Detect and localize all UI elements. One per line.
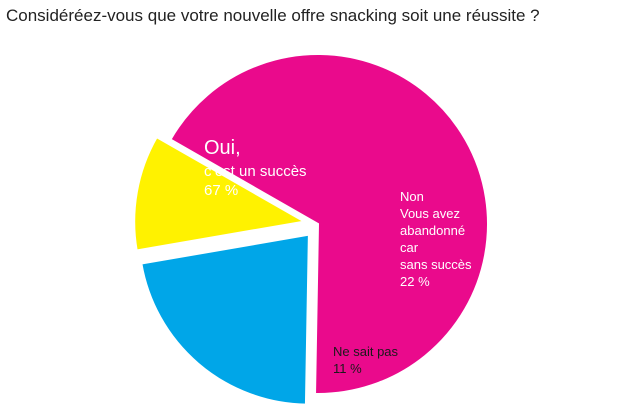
slice-label-line: c’est un succès bbox=[204, 163, 307, 180]
pie-slice-1 bbox=[169, 53, 489, 395]
pie-slice-3 bbox=[133, 135, 308, 252]
slice-label-line: 22 % bbox=[400, 274, 430, 289]
pie-slices bbox=[133, 53, 489, 406]
slice-label-line: Vous avez bbox=[400, 206, 460, 221]
slice-label-line: Ne sait pas bbox=[333, 344, 399, 359]
slice-label-line: Non bbox=[400, 189, 424, 204]
slice-label-3: Ne sait pas 11 % bbox=[333, 344, 399, 376]
slice-label-line: 67 % bbox=[204, 182, 238, 199]
chart-title: Considéréez-vous que votre nouvelle offr… bbox=[6, 6, 540, 25]
slice-label-line: car bbox=[400, 240, 419, 255]
slice-labels: Oui, c’est un succès 67 % Non Vous avez aband… bbox=[204, 137, 472, 376]
slice-label-line: 11 % bbox=[333, 361, 362, 376]
pie-slice-2 bbox=[140, 233, 310, 406]
slice-label-line: sans succès bbox=[400, 257, 472, 272]
slice-label-1: Oui, c’est un succès 67 % bbox=[204, 137, 307, 199]
slice-label-2: Non Vous avez abandonné car sans succès 22 % bbox=[400, 189, 472, 289]
slice-label-line: abandonné bbox=[400, 223, 465, 238]
slice-label-line: Oui, bbox=[204, 137, 241, 159]
